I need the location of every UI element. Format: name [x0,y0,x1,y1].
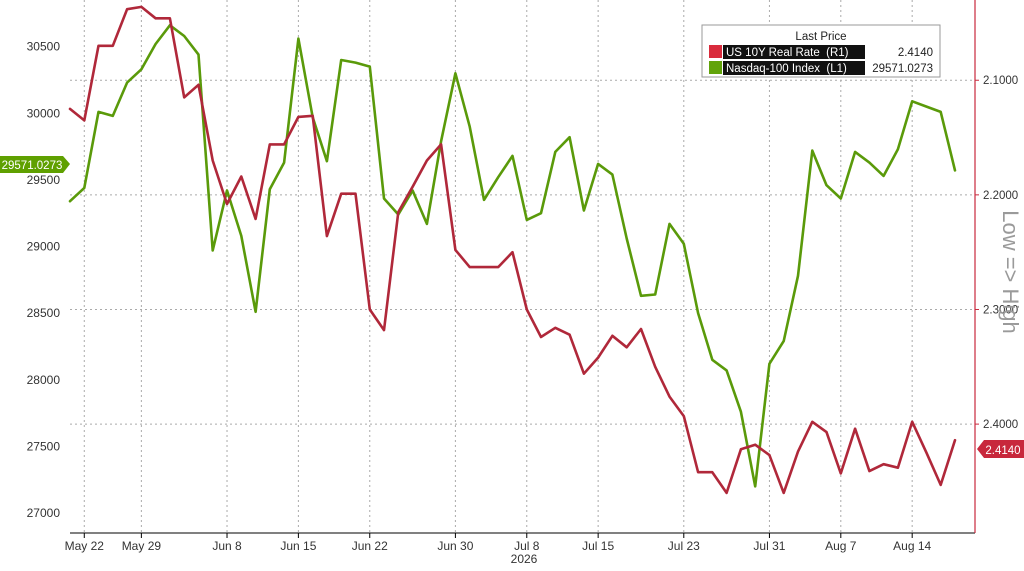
x-tick-label: Jul 15 [582,539,614,553]
left-tick-label: 29500 [27,173,61,187]
legend-label-nasdaq: Nasdaq-100 Index (L1) [726,63,847,75]
x-tick-label: Jul 8 [514,539,540,553]
left-tick-label: 30000 [27,106,61,120]
x-tick-label: Aug 7 [825,539,857,553]
x-axis: May 22 May 29 Jun 8 Jun 15 Jun 22 Jun 30 Jul 8… [65,533,932,553]
x-tick-label: Jun 22 [352,539,388,553]
legend-value-real-rate: 2.4140 [898,47,933,59]
legend-swatch-real-rate [709,45,722,58]
left-tick-label: 29000 [27,240,61,254]
left-last-value-tag-bg [0,156,70,173]
left-last-value-tag-text: 29571.0273 [2,160,63,172]
left-tick-label: 30500 [27,40,61,54]
x-tick-label: Jun 30 [437,539,473,553]
x-tick-label: Jul 31 [753,539,785,553]
right-last-value-tag-text: 2.4140 [985,445,1020,457]
right-axis: 2.1000 2.2000 2.3000 2.4000 [975,75,1018,431]
left-axis: 27000 27500 28000 28500 29000 29500 30000 30500 [27,40,61,520]
right-last-value-tag-bg [977,440,1024,458]
right-last-value-tag: 2.4140 [977,440,1024,458]
series-line-nasdaq-100-index [68,23,957,488]
x-tick-label: Jun 8 [212,539,242,553]
x-tick-label: Aug 14 [893,539,931,553]
legend-title: Last Price [795,31,846,43]
left-last-value-tag: 29571.0273 [0,156,70,173]
right-tick-label: 2.4000 [983,419,1018,431]
x-tick-label: Jun 15 [280,539,316,553]
legend-label-real-rate: US 10Y Real Rate (R1) [726,47,849,59]
x-tick-label: Jul 23 [668,539,700,553]
legend-label-bg-real-rate [723,45,865,59]
left-tick-label: 27500 [27,439,61,453]
legend: Last Price US 10Y Real Rate (R1) 2.4140 … [701,24,941,78]
left-tick-label: 28500 [27,306,61,320]
right-axis-title: Low => High [998,210,1023,334]
legend-label-bg-nasdaq [723,61,865,75]
right-tick-label: 2.2000 [983,190,1018,202]
x-tick-label: May 22 [65,539,105,553]
gridlines [70,0,975,533]
x-axis-year-label: 2026 [511,552,538,566]
legend-swatch-nasdaq [709,61,722,74]
series-layer [68,5,957,495]
legend-value-nasdaq: 29571.0273 [872,63,933,75]
x-tick-label: May 29 [122,539,162,553]
left-tick-label: 27000 [27,506,61,520]
left-tick-label: 28000 [27,373,61,387]
right-tick-label: 2.1000 [983,75,1018,87]
series-line-us-10y-real-rate [68,5,957,495]
right-tick-label: 2.3000 [983,304,1018,316]
